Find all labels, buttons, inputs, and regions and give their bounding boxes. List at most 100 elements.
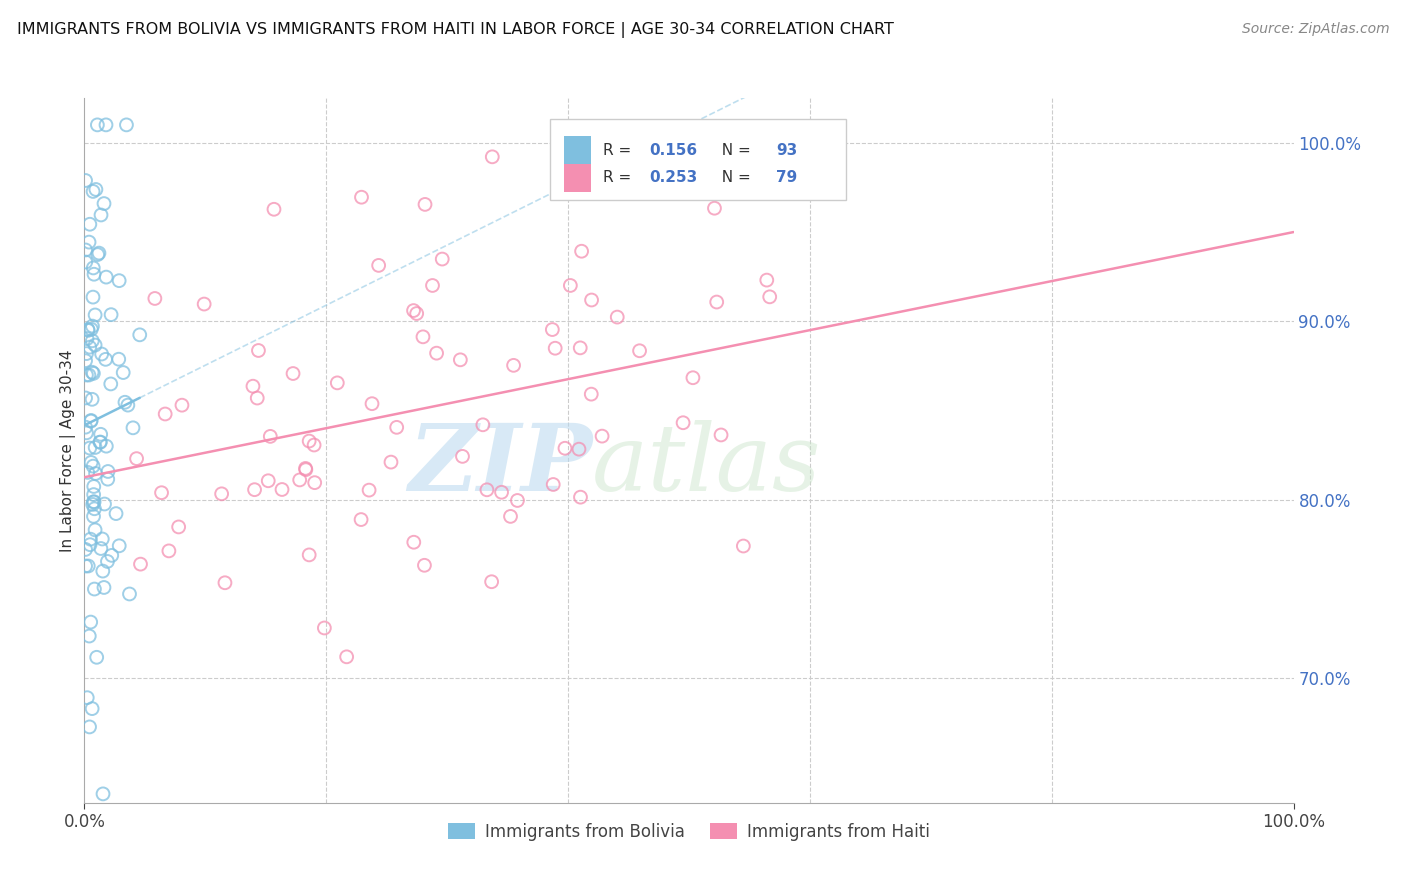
Point bbox=[77, 235, 100, 249]
Point bbox=[75, 353, 97, 368]
Point bbox=[128, 327, 150, 342]
Point bbox=[682, 370, 704, 384]
Point bbox=[91, 787, 114, 801]
Point bbox=[90, 208, 112, 222]
Point bbox=[413, 558, 436, 573]
Point bbox=[83, 487, 105, 501]
Point bbox=[75, 255, 97, 269]
Point bbox=[86, 247, 108, 261]
Point bbox=[606, 310, 628, 324]
Point bbox=[105, 507, 128, 521]
Point bbox=[569, 341, 592, 355]
Text: R =: R = bbox=[603, 170, 636, 186]
Point bbox=[302, 438, 325, 452]
Point bbox=[100, 376, 122, 391]
Point bbox=[361, 397, 384, 411]
Point bbox=[89, 435, 111, 450]
Text: 0.156: 0.156 bbox=[650, 143, 697, 158]
Point bbox=[571, 244, 593, 259]
Text: atlas: atlas bbox=[592, 419, 821, 509]
Point bbox=[288, 473, 311, 487]
Point bbox=[93, 581, 115, 595]
Point bbox=[97, 465, 120, 479]
Point bbox=[82, 334, 104, 348]
Point bbox=[125, 451, 148, 466]
Point bbox=[143, 292, 166, 306]
Point bbox=[560, 278, 582, 293]
Point bbox=[412, 330, 434, 344]
Point bbox=[84, 441, 107, 455]
Point bbox=[91, 532, 114, 546]
Point bbox=[706, 295, 728, 310]
Point bbox=[402, 303, 425, 318]
Point bbox=[569, 490, 592, 504]
Point bbox=[499, 509, 522, 524]
Point bbox=[591, 429, 613, 443]
Point bbox=[257, 474, 280, 488]
Point bbox=[475, 483, 498, 497]
Point bbox=[83, 267, 105, 281]
Point bbox=[90, 427, 112, 442]
Point bbox=[77, 368, 100, 382]
Point bbox=[449, 352, 471, 367]
Point bbox=[79, 532, 101, 546]
Point bbox=[304, 475, 326, 490]
Point bbox=[167, 520, 190, 534]
Point bbox=[471, 417, 494, 432]
Point bbox=[97, 472, 120, 486]
Point bbox=[76, 690, 98, 705]
Point bbox=[84, 308, 107, 322]
Point bbox=[82, 319, 104, 334]
Point bbox=[96, 270, 118, 285]
Point bbox=[96, 554, 118, 568]
Point bbox=[115, 118, 138, 132]
Point bbox=[628, 343, 651, 358]
Point bbox=[118, 587, 141, 601]
Point bbox=[79, 629, 101, 643]
Point bbox=[100, 549, 122, 563]
Text: 0.253: 0.253 bbox=[650, 170, 697, 186]
Point bbox=[247, 343, 270, 358]
Point bbox=[79, 615, 101, 629]
Point bbox=[76, 332, 98, 346]
Point bbox=[703, 201, 725, 215]
Point bbox=[87, 246, 110, 260]
Point bbox=[242, 379, 264, 393]
Point bbox=[581, 293, 603, 307]
Point bbox=[83, 509, 105, 524]
Point bbox=[502, 359, 524, 373]
Point bbox=[108, 539, 131, 553]
Point bbox=[150, 485, 173, 500]
Point bbox=[153, 407, 176, 421]
Point bbox=[129, 557, 152, 571]
Point bbox=[79, 441, 101, 455]
Point bbox=[107, 352, 129, 367]
Point bbox=[350, 512, 373, 526]
Point bbox=[83, 479, 105, 493]
Point bbox=[350, 190, 373, 204]
Y-axis label: In Labor Force | Age 30-34: In Labor Force | Age 30-34 bbox=[60, 349, 76, 552]
Point bbox=[211, 487, 233, 501]
Point bbox=[758, 290, 780, 304]
Point bbox=[581, 387, 603, 401]
Point bbox=[89, 435, 111, 450]
Point bbox=[90, 541, 112, 556]
Point bbox=[426, 346, 449, 360]
Point bbox=[710, 428, 733, 442]
Point bbox=[84, 467, 107, 481]
Text: 93: 93 bbox=[776, 143, 797, 158]
Point bbox=[117, 398, 139, 412]
Point bbox=[755, 273, 778, 287]
Point bbox=[114, 395, 136, 409]
Point bbox=[506, 493, 529, 508]
Point bbox=[100, 308, 122, 322]
Point bbox=[75, 542, 97, 557]
Point bbox=[359, 483, 381, 497]
Point bbox=[491, 485, 513, 500]
Point bbox=[481, 574, 503, 589]
Point bbox=[75, 173, 97, 187]
Point bbox=[380, 455, 402, 469]
Point bbox=[76, 466, 98, 480]
Point bbox=[193, 297, 215, 311]
Point bbox=[75, 391, 97, 405]
